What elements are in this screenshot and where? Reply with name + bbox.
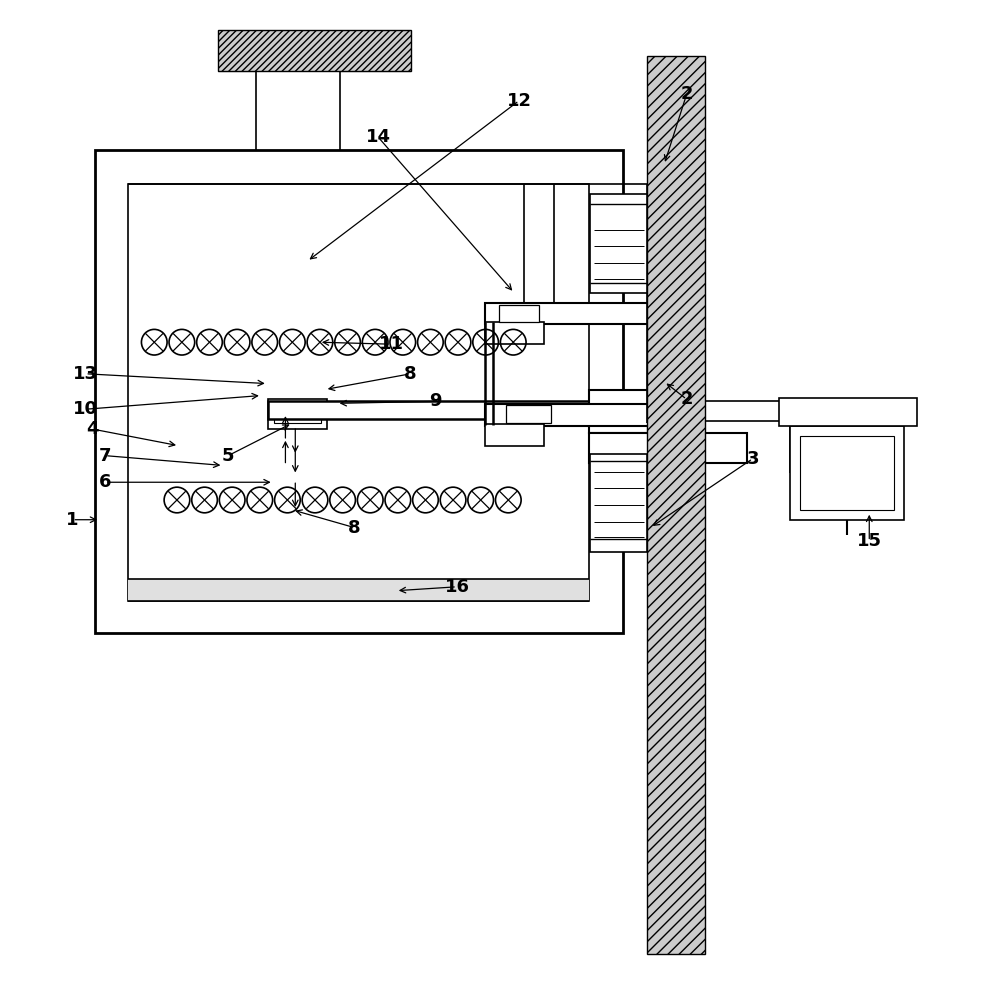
Bar <box>506 405 551 423</box>
Bar <box>485 322 544 344</box>
Bar <box>324 378 360 397</box>
Text: 5: 5 <box>222 447 234 465</box>
Bar <box>219 30 410 71</box>
Bar <box>268 399 326 429</box>
Bar <box>95 150 623 633</box>
Bar <box>226 378 262 397</box>
Bar <box>778 398 917 426</box>
Text: 3: 3 <box>747 450 760 468</box>
Bar <box>274 310 318 357</box>
Text: 10: 10 <box>73 400 98 418</box>
Bar <box>590 194 648 293</box>
Text: 6: 6 <box>99 473 111 491</box>
Text: 8: 8 <box>348 519 361 537</box>
Bar <box>262 374 324 401</box>
Text: 1: 1 <box>66 511 79 529</box>
Bar <box>274 405 320 423</box>
Bar <box>485 404 653 426</box>
Bar <box>266 378 320 397</box>
Bar <box>256 71 339 288</box>
Text: 16: 16 <box>444 578 470 596</box>
Text: 8: 8 <box>405 365 417 383</box>
Bar <box>128 579 589 601</box>
Text: 2: 2 <box>680 85 693 103</box>
Text: 12: 12 <box>506 92 532 110</box>
Bar <box>800 436 894 510</box>
Text: 4: 4 <box>86 420 98 438</box>
Bar <box>279 315 315 352</box>
Text: 13: 13 <box>73 365 98 383</box>
Bar <box>590 454 648 552</box>
Text: 15: 15 <box>856 532 882 550</box>
Bar <box>790 426 904 520</box>
Bar <box>268 286 328 308</box>
Bar <box>499 305 539 322</box>
Text: 2: 2 <box>680 390 693 408</box>
Text: 11: 11 <box>379 335 404 353</box>
Text: 7: 7 <box>99 447 111 465</box>
Bar <box>128 184 589 601</box>
Bar <box>589 390 649 433</box>
Bar <box>648 56 704 954</box>
Text: 14: 14 <box>366 128 391 146</box>
Bar <box>485 424 544 446</box>
Text: 9: 9 <box>429 392 441 410</box>
Bar <box>589 433 747 463</box>
Bar <box>268 401 653 419</box>
Bar <box>485 303 653 324</box>
